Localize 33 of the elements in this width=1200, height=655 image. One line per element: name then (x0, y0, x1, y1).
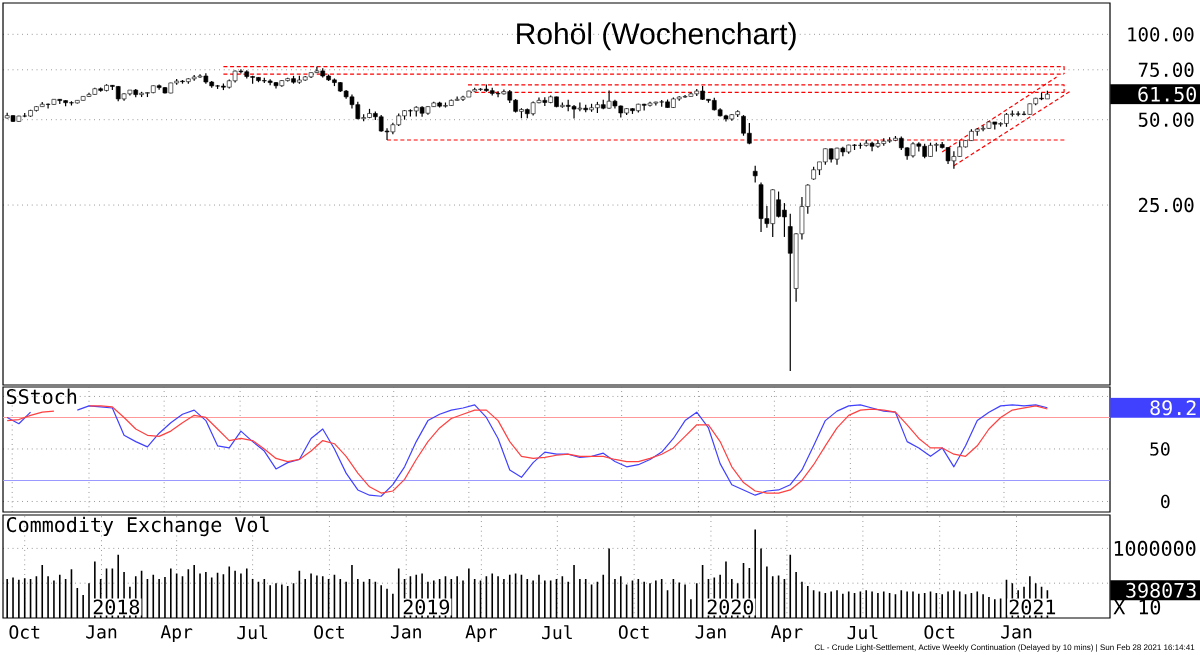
y-tick-label: 50 (1150, 442, 1170, 456)
x-tick-label: Apr (771, 625, 803, 643)
x-tick-label: Apr (465, 625, 497, 643)
y-tick-label: 0 (1161, 494, 1170, 509)
annotation: 2021 (1009, 599, 1056, 615)
x-tick-label: Jan (695, 625, 726, 639)
y-axis-title: X 10 (1113, 599, 1161, 615)
x-tick-label: Oct (618, 625, 649, 639)
annotation: 2018 (93, 599, 140, 615)
x-tick-label: Jan (1001, 625, 1032, 639)
x-tick-label: Jul (542, 625, 572, 640)
x-tick-label: Jan (86, 625, 117, 639)
x-tick-label: Jul (847, 625, 878, 640)
annotation: 2019 (403, 599, 450, 615)
text: Rohöl (Wochenchart) (517, 22, 796, 51)
annotation: 2020 (707, 599, 754, 615)
text: 398073 (1126, 582, 1196, 598)
x-tick-label: Jul (237, 625, 268, 640)
text: CL - Crude Light-Settlement, Active Weekly Continuation (Delayed by 10 mins) | Sun Feb 28 2021 16:14:41 (814, 644, 1195, 652)
x-tick-label: Jan (390, 625, 421, 639)
chart-title: SStoch (6, 388, 77, 405)
x-tick-label: Oct (9, 625, 40, 639)
text: 89.2 (1150, 400, 1196, 416)
y-tick-label: 100.00 (1128, 27, 1194, 42)
y-tick-label: 75.00 (1138, 62, 1194, 77)
text: 61.50 (1138, 86, 1196, 102)
x-tick-label: Oct (924, 625, 955, 639)
chart-title: Commodity Exchange Vol (6, 516, 269, 537)
x-tick-label: Oct (314, 625, 344, 639)
y-tick-label: 50.00 (1138, 112, 1194, 127)
x-tick-label: Apr (160, 625, 193, 643)
y-tick-label: 1000000 (1114, 540, 1196, 556)
y-tick-label: 25.00 (1138, 197, 1194, 213)
